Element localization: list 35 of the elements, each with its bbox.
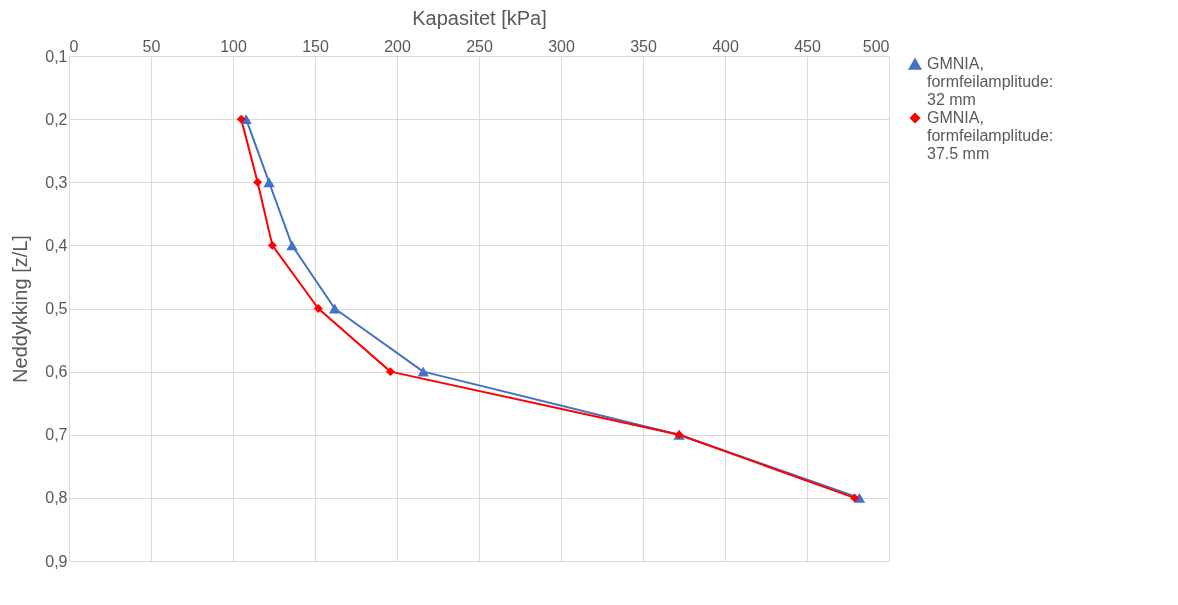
y-axis-title: Neddykking [z/L] — [9, 235, 32, 383]
y-tick-label: 0,2 — [45, 110, 68, 128]
y-tick-label: 0,3 — [45, 173, 68, 191]
y-tick-label: 0,8 — [45, 489, 68, 507]
x-tick-label: 100 — [220, 37, 247, 55]
legend-label: GMNIA, formfeilamplitude: 32 mm — [927, 55, 1054, 108]
x-tick-label: 400 — [712, 37, 739, 55]
legend-label: GMNIA, formfeilamplitude: 37.5 mm — [927, 109, 1054, 162]
point — [417, 366, 429, 377]
point — [853, 492, 866, 503]
x-tick-label: 300 — [548, 37, 575, 55]
point — [263, 177, 275, 188]
point — [313, 304, 323, 313]
point — [253, 177, 263, 187]
y-tick-label: 0,6 — [45, 363, 68, 381]
point — [385, 367, 395, 377]
y-tick-label: 0,1 — [45, 47, 68, 65]
x-tick-label: 50 — [142, 37, 161, 55]
x-tick-label: 0 — [69, 37, 79, 55]
y-tick-label: 0,9 — [45, 552, 68, 570]
y-tick-label: 0,7 — [45, 426, 68, 444]
y-tick-label: 0,5 — [45, 300, 68, 317]
point — [267, 240, 277, 250]
x-tick-label: 450 — [794, 37, 821, 55]
x-tick-label: 150 — [302, 37, 329, 55]
x-tick-label: 500 — [862, 37, 890, 55]
x-axis-title: Kapasitet [kPa] — [412, 6, 547, 29]
x-tick-label: 250 — [466, 37, 493, 55]
x-tick-label: 350 — [630, 37, 657, 55]
y-tick-label: 0,4 — [45, 236, 68, 254]
point — [850, 493, 860, 503]
x-tick-label: 200 — [384, 37, 411, 55]
point — [328, 303, 341, 314]
point — [286, 240, 298, 251]
point — [236, 114, 246, 124]
